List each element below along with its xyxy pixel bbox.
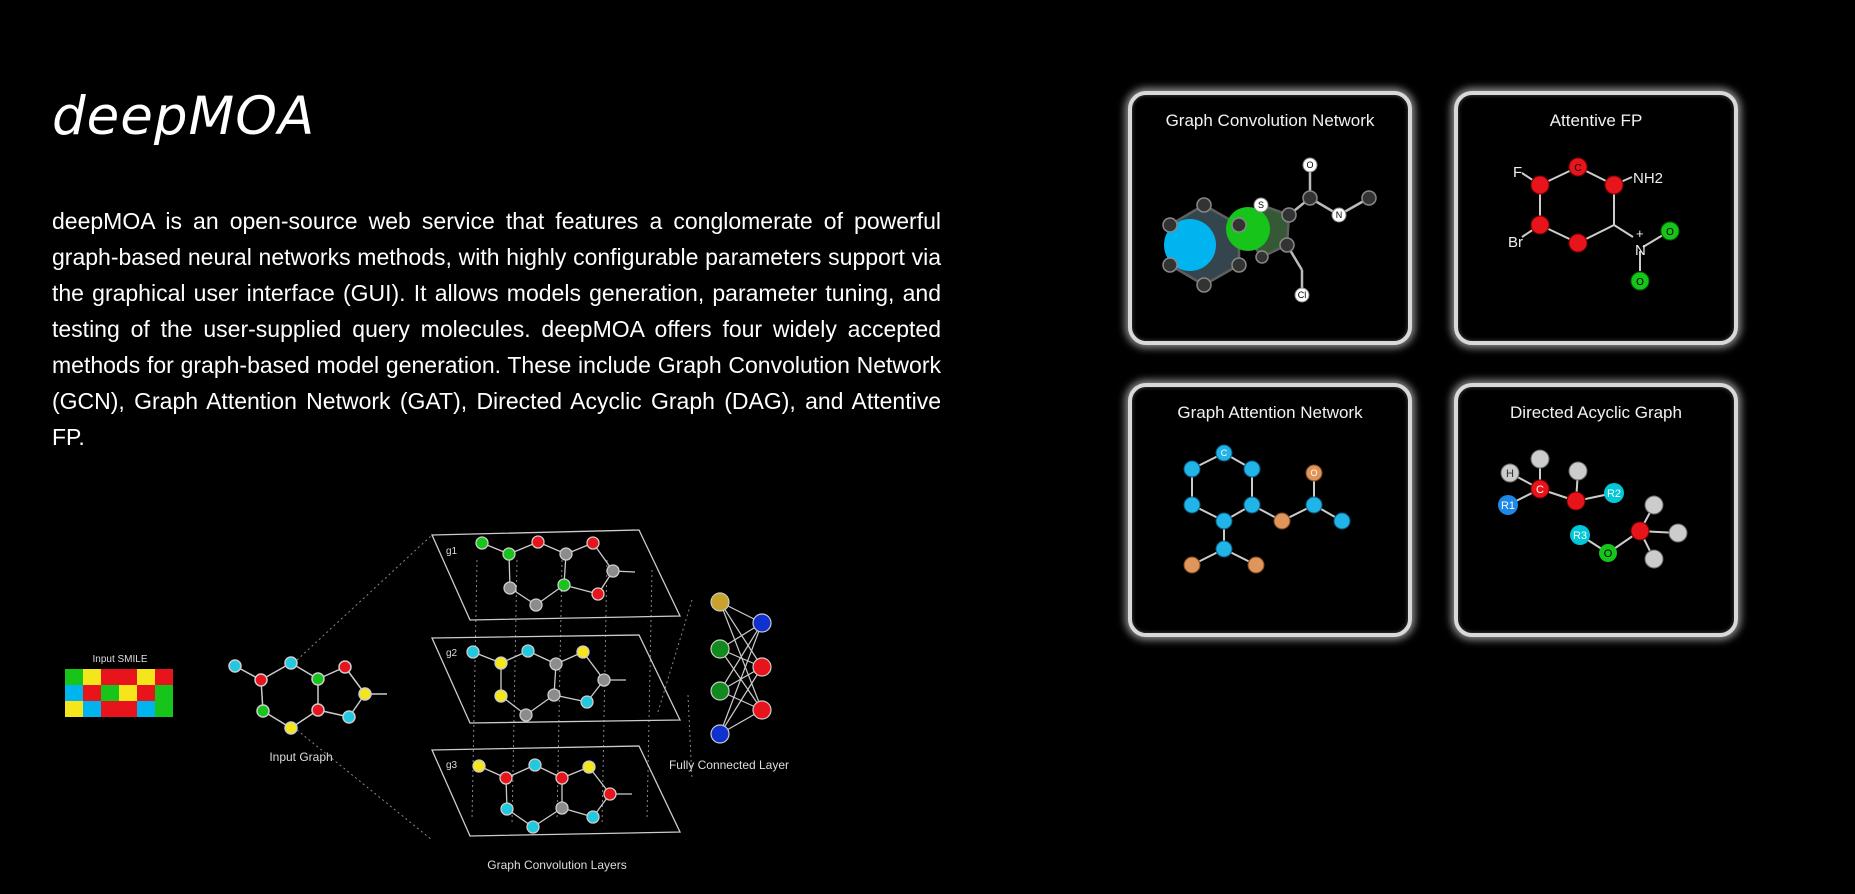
- card-attentive-fp-title: Attentive FP: [1549, 111, 1643, 130]
- projection-lines: [296, 534, 693, 841]
- card-gcn-title: Graph Convolution Network: [1165, 111, 1375, 130]
- dag-atom-o: O: [1604, 548, 1613, 560]
- layer-g2: g2: [431, 634, 682, 724]
- layer-g3-label: g3: [446, 760, 458, 771]
- layer-g1: g1: [431, 529, 682, 621]
- dag-atom-r3: R3: [1573, 530, 1587, 542]
- page-title: deepMOA: [52, 86, 316, 147]
- layer-g2-label: g2: [446, 648, 458, 659]
- fully-connected-layer: [710, 592, 772, 744]
- afp-atom-o1: O: [1666, 227, 1674, 238]
- input-graph: [228, 656, 387, 735]
- input-smile-grid: [65, 669, 173, 717]
- gat-molecule: C O: [1183, 444, 1351, 574]
- page-description: deepMOA is an open-source web service th…: [52, 208, 941, 450]
- card-attentive-fp[interactable]: Attentive FP F Br NH2 N + O O C: [1454, 91, 1738, 345]
- gcn-atom-cl: Cl: [1298, 290, 1307, 300]
- gcn-pipeline-svg: Input SMILE Input Graph g1: [65, 529, 789, 872]
- layer-g1-label: g1: [446, 546, 458, 557]
- attentive-fp-molecule: F Br NH2 N + O O C: [1508, 157, 1680, 291]
- afp-atom-br: Br: [1508, 234, 1523, 251]
- input-graph-label: Input Graph: [269, 750, 332, 764]
- fc-label: Fully Connected Layer: [669, 758, 789, 772]
- dag-atom-r1: R1: [1501, 500, 1515, 512]
- layer-g3: g3: [431, 745, 682, 837]
- afp-atom-charge: +: [1636, 226, 1644, 241]
- gat-atom-c: C: [1221, 448, 1228, 458]
- dag-atom-r2: R2: [1607, 488, 1621, 500]
- card-gat[interactable]: Graph Attention Network C O: [1128, 383, 1412, 637]
- card-dag-title: Directed Acyclic Graph: [1510, 403, 1682, 422]
- layers-label: Graph Convolution Layers: [487, 858, 626, 872]
- gcn-molecule: S O N Cl: [1162, 157, 1377, 303]
- dag-atom-c: C: [1536, 484, 1544, 496]
- afp-atom-n: N: [1635, 242, 1646, 259]
- gat-atom-o: O: [1310, 468, 1317, 478]
- gcn-atom-n: N: [1336, 210, 1343, 220]
- card-gat-title: Graph Attention Network: [1177, 403, 1363, 422]
- gcn-pipeline-diagram: Input SMILE Input Graph g1: [52, 520, 822, 889]
- afp-atom-c: C: [1574, 163, 1581, 174]
- dag-atom-h: H: [1506, 468, 1514, 480]
- afp-atom-nh2: NH2: [1633, 170, 1663, 187]
- card-dag[interactable]: Directed Acyclic Graph H C R1 R2 R3: [1454, 383, 1738, 637]
- afp-atom-f: F: [1513, 164, 1522, 181]
- gcn-atom-s: S: [1258, 200, 1264, 210]
- method-cards: Graph Convolution Network S O N Cl: [1128, 91, 1740, 637]
- card-gcn[interactable]: Graph Convolution Network S O N Cl: [1128, 91, 1412, 345]
- gcn-atom-o: O: [1306, 160, 1313, 170]
- input-smile-label: Input SMILE: [92, 654, 147, 665]
- dag-molecule: H C R1 R2 R3 O: [1498, 449, 1688, 569]
- afp-atom-o2: O: [1636, 277, 1644, 288]
